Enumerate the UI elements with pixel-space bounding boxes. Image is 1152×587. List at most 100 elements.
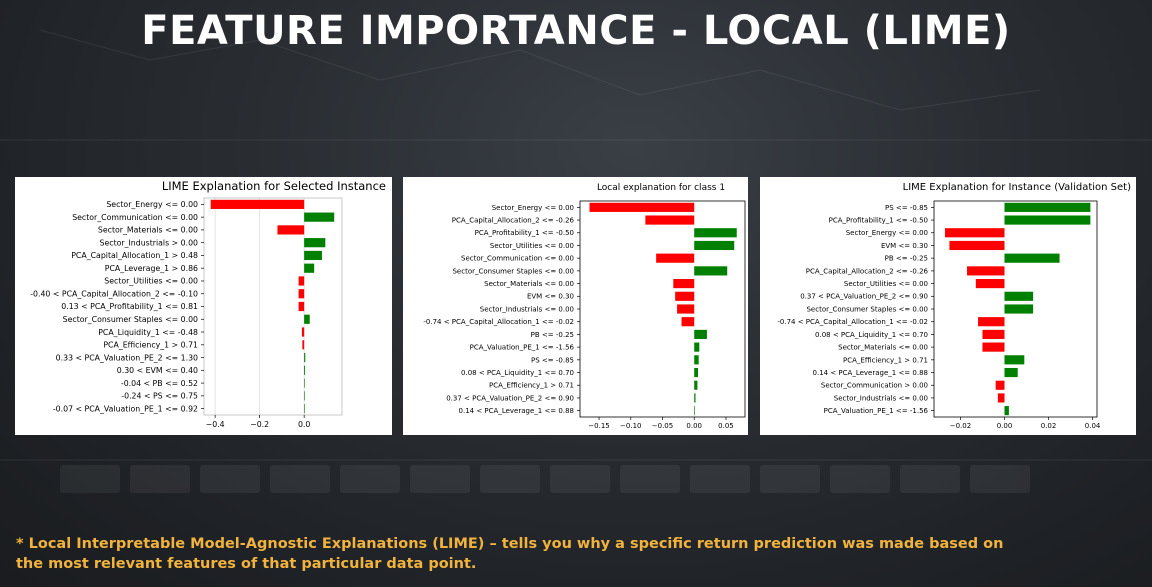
bar [995,380,1005,390]
category-label: Sector_Communication <= 0.00 [461,255,574,263]
bar [675,291,695,301]
bar [304,212,335,222]
bar [304,314,310,324]
x-tick-label: −0.05 [652,422,673,430]
category-label: 0.08 < PCA_Liquidity_1 <= 0.70 [461,369,574,377]
category-label: Sector_Utilities <= 0.00 [844,280,928,288]
bar [694,355,699,365]
bar [982,329,1005,339]
category-label: -0.40 < PCA_Capital_Allocation_2 <= -0.1… [30,289,198,298]
category-label: Sector_Utilities <= 0.00 [104,277,198,286]
x-tick-label: 0.00 [997,422,1013,430]
x-tick-label: −0.10 [620,422,641,430]
category-label: Sector_Energy <= 0.00 [106,200,198,209]
category-label: EVM <= 0.30 [527,293,574,301]
category-label: Sector_Consumer Staples <= 0.00 [806,305,928,313]
bar [978,317,1005,327]
x-tick-label: −0.15 [588,422,609,430]
category-label: PCA_Valuation_PE_1 <= -1.56 [470,344,575,352]
chart-title: LIME Explanation for Instance (Validatio… [903,182,1131,193]
category-label: PCA_Valuation_PE_1 <= -1.56 [824,407,929,415]
category-label: Sector_Energy <= 0.00 [492,204,574,212]
bar [277,225,305,235]
bar [301,327,305,337]
category-label: -0.74 < PCA_Capital_Allocation_1 <= -0.0… [777,318,928,326]
category-label: PS <= -0.85 [531,356,574,364]
bar [1004,253,1060,263]
category-label: 0.13 < PCA_Profitability_1 <= 0.81 [61,302,198,311]
bar [302,340,305,350]
category-label: Sector_Communication > 0.00 [821,382,928,390]
category-label: PCA_Capital_Allocation_2 <= -0.26 [452,217,575,225]
bar [1004,202,1091,212]
category-label: PCA_Efficiency_1 > 0.71 [843,356,928,364]
category-label: 0.37 < PCA_Valuation_PE_2 <= 0.90 [800,293,928,301]
chart-title: Local explanation for class 1 [597,183,725,193]
bar [673,279,695,289]
category-label: PCA_Liquidity_1 <= -0.48 [98,328,198,337]
bar [945,228,1005,238]
category-label: Sector_Industrials <= 0.00 [834,394,928,402]
bar [694,406,695,416]
footnote: * Local Interpretable Model-Agnostic Exp… [16,536,1004,572]
bar [949,240,1005,251]
bar [304,238,326,248]
category-label: 0.37 < PCA_Valuation_PE_2 <= 0.90 [446,394,574,402]
bar [304,365,306,375]
bar [304,263,315,273]
bar [967,266,1005,276]
bar [298,289,305,299]
bar [997,393,1005,403]
category-label: PCA_Capital_Allocation_1 > 0.48 [71,251,198,260]
chart-panel-selected-instance: LIME Explanation for Selected Instance Se… [15,177,392,435]
bar [694,329,707,339]
category-label: 0.33 < PCA_Valuation_PE_2 <= 1.30 [56,353,198,362]
bar [304,391,305,401]
category-label: Sector_Materials <= 0.00 [838,344,928,352]
x-tick-label: −0.2 [250,420,269,429]
x-tick-label: −0.02 [950,422,971,430]
category-label: Sector_Industrials > 0.00 [100,238,198,247]
bar [694,380,698,390]
bar [298,276,305,286]
category-label: 0.08 < PCA_Liquidity_1 <= 0.70 [815,331,928,339]
chart-panel-class-1: Local explanation for class 1 Sector_Ener… [403,177,748,435]
bar [589,202,695,212]
bar [304,250,322,261]
bar [1004,406,1009,416]
x-tick-label: 0.02 [1041,422,1057,430]
category-label: -0.24 < PS <= 0.75 [121,392,198,401]
category-label: PCA_Efficiency_1 > 0.71 [103,341,198,350]
category-label: PB <= -0.25 [531,331,574,339]
x-tick-label: 0.00 [686,422,702,430]
category-label: Sector_Consumer Staples <= 0.00 [452,267,574,275]
bar [210,199,305,209]
bar [694,266,728,276]
category-label: PCA_Profitability_1 <= -0.50 [829,217,928,225]
bar [694,367,699,378]
slide-title: FEATURE IMPORTANCE - LOCAL (LIME) [141,8,1011,54]
category-label: Sector_Consumer Staples <= 0.00 [63,315,198,324]
category-label: 0.30 < EVM <= 0.40 [117,366,198,375]
chart-title: LIME Explanation for Selected Instance [162,179,386,193]
category-label: Sector_Utilities <= 0.00 [490,242,574,250]
bar [1004,355,1025,365]
bar [304,352,306,363]
bar [656,253,695,263]
x-tick-label: 0.05 [718,422,734,430]
bar [304,378,305,388]
bar [304,404,305,414]
category-label: -0.04 < PB <= 0.52 [121,379,198,388]
bar [694,228,737,238]
category-label: -0.07 < PCA_Valuation_PE_1 <= 0.92 [53,404,198,413]
lime-chart-selected-instance: LIME Explanation for Selected Instance Se… [30,179,386,429]
category-label: EVM <= 0.30 [881,242,928,250]
bar [1004,304,1034,314]
x-tick-label: −0.4 [206,420,225,429]
category-label: PCA_Profitability_1 <= -0.50 [475,229,574,237]
bar [681,317,695,327]
plot-frame [203,197,343,416]
bar [694,342,700,352]
category-label: PS <= -0.85 [885,204,928,212]
